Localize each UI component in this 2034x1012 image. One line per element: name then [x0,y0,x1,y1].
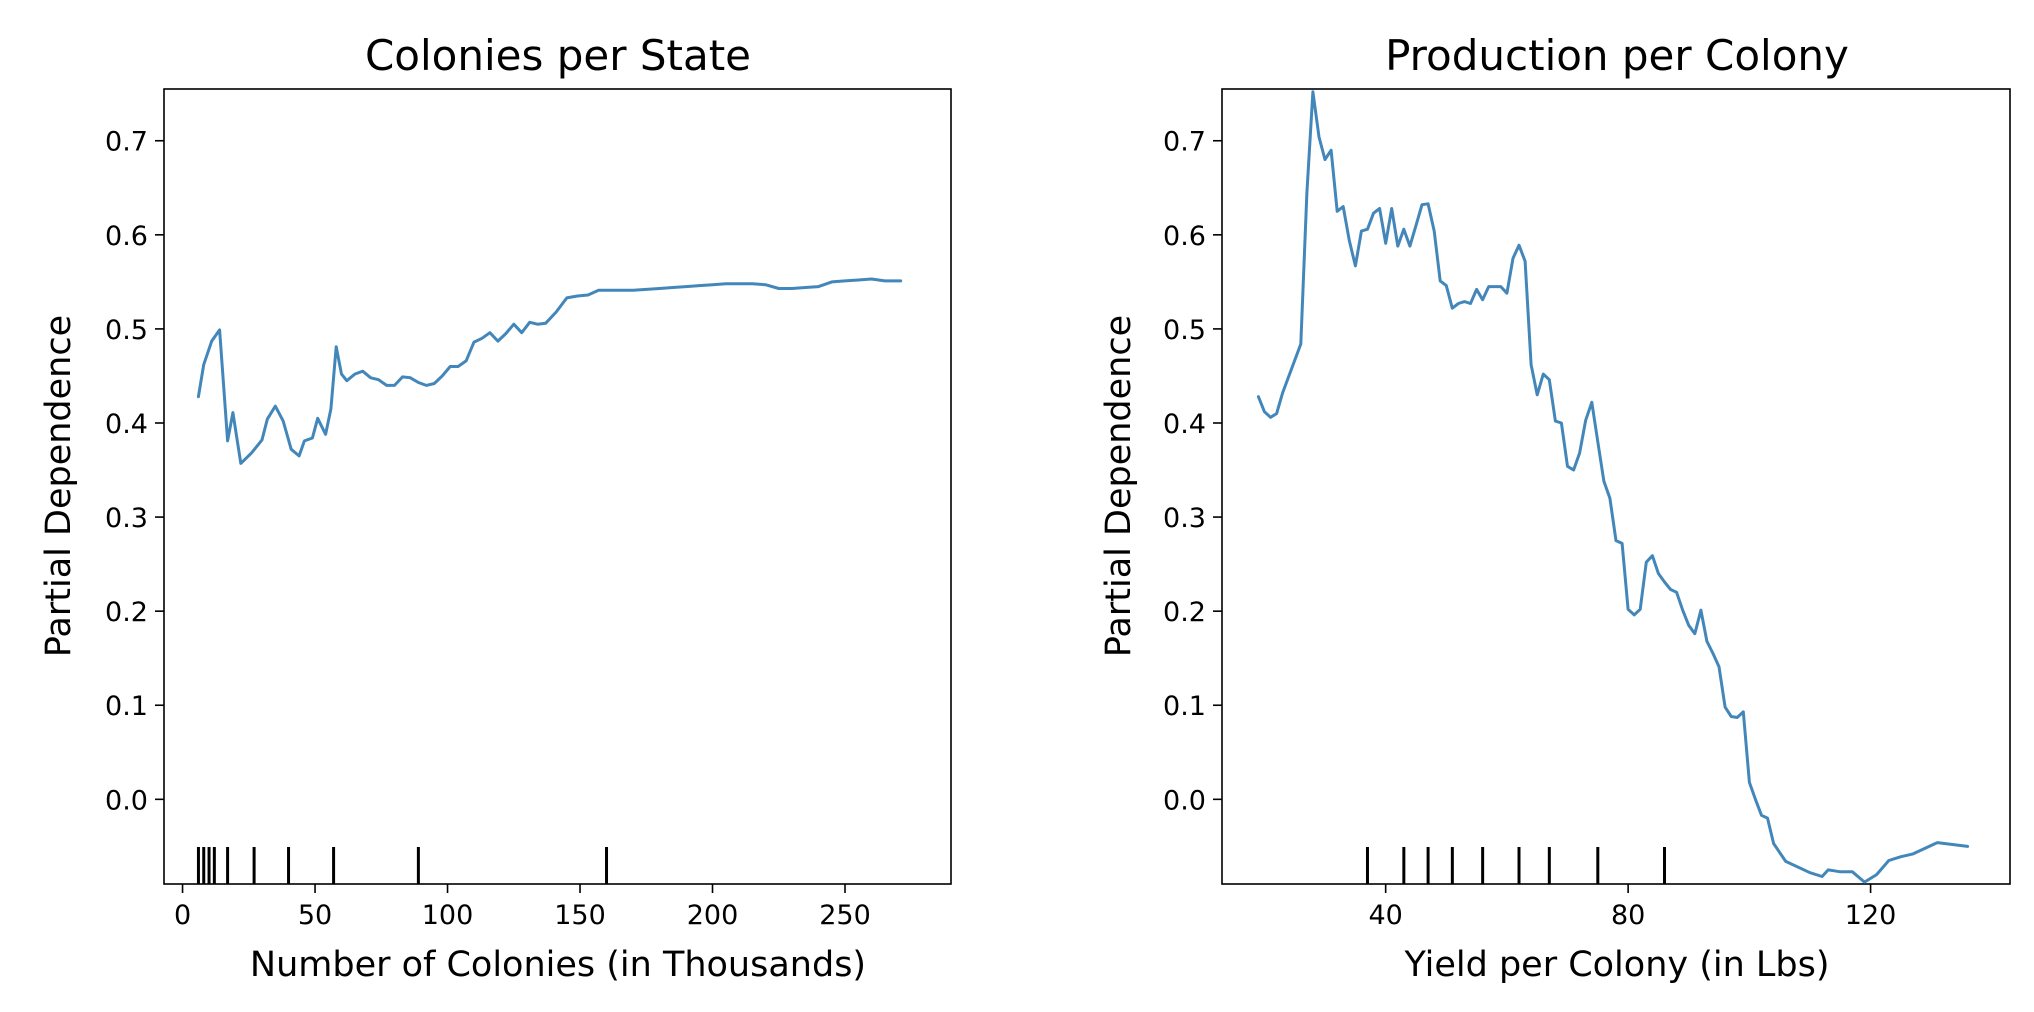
y-tick-label: 0.1 [1163,691,1206,722]
y-tick-label: 0.1 [105,691,148,722]
y-tick-label: 0.2 [1163,597,1206,628]
x-tick-label: 50 [298,900,332,931]
left-chart-title: Colonies per State [365,31,751,80]
x-tick-label: 150 [554,900,606,931]
y-tick-label: 0.3 [1163,503,1206,534]
left-x-axis-label: Number of Colonies (in Thousands) [250,945,866,985]
y-tick-label: 0.2 [105,597,148,628]
x-tick-label: 200 [687,900,739,931]
right-subplot: Production per Colony Yield per Colony (… [1099,31,2011,985]
right-chart-title: Production per Colony [1385,31,1849,80]
y-tick-label: 0.6 [105,221,148,252]
plot-frame [1221,88,2011,885]
right-plot-area: 0.0 0.1 0.2 0.3 0.4 0.5 0.6 0.7 40 80 120 [1163,88,2011,931]
left-y-axis-label: Partial Dependence [39,315,79,657]
partial-dependence-line [1256,90,1970,884]
y-tick-label: 0.5 [105,315,148,346]
y-tick-label: 0.6 [1163,221,1206,252]
right-y-axis-label: Partial Dependence [1099,315,1139,657]
y-tick-label: 0.0 [105,785,148,816]
left-plot-area: 0.0 0.1 0.2 0.3 0.4 0.5 0.6 0.7 0 50 100 150 200 250 [105,88,952,931]
y-tick-label: 0.4 [105,409,148,440]
plot-frame [163,88,952,885]
y-tick-label: 0.3 [105,503,148,534]
x-tick-label: 250 [819,900,871,931]
y-tick-label: 0.0 [1163,785,1206,816]
y-tick-label: 0.7 [1163,127,1206,158]
x-tick-label: 100 [422,900,474,931]
y-tick-label: 0.5 [1163,315,1206,346]
right-x-axis-label: Yield per Colony (in Lbs) [1403,945,1829,985]
x-tick-label: 120 [1845,900,1897,931]
left-subplot: Colonies per State Number of Colonies (i… [39,31,952,985]
x-tick-label: 0 [174,900,191,931]
x-tick-label: 80 [1611,900,1645,931]
x-tick-label: 40 [1368,900,1402,931]
y-tick-label: 0.4 [1163,409,1206,440]
y-tick-label: 0.7 [105,127,148,158]
partial-dependence-line [196,277,903,465]
